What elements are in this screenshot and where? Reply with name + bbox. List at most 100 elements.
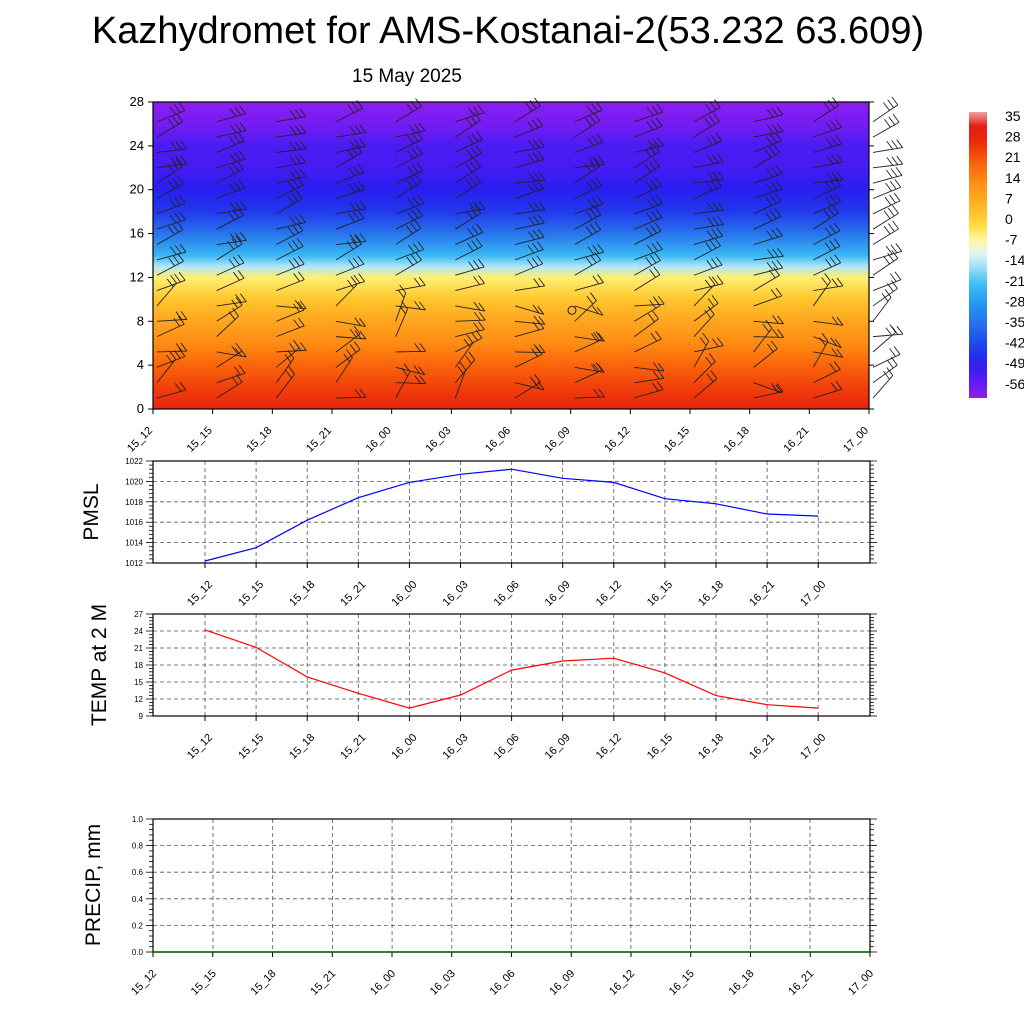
wind-barb-feather [357, 255, 365, 265]
wind-barb-feather [652, 138, 660, 148]
wind-barb-feather [537, 180, 544, 190]
wind-barb-feather [772, 248, 779, 258]
wind-barb-feather [770, 134, 778, 143]
wind-barb-feather [174, 245, 182, 254]
wind-barb-feather [655, 209, 663, 218]
wind-barb-feather [180, 342, 188, 352]
x-tick-label: 17_00 [798, 732, 828, 762]
grid [153, 461, 870, 563]
wind-barb-feather [238, 150, 246, 160]
wind-barb-feather [883, 370, 890, 380]
wind-barb-feather [704, 309, 712, 319]
wind-barb-feather [350, 276, 358, 285]
wind-barb-feather [528, 140, 536, 150]
wind-barb-feather [885, 169, 893, 179]
wind-barb-feather [651, 197, 659, 206]
wind-barb-feather [294, 342, 302, 351]
wind-barb [753, 114, 783, 123]
wind-barb-feather [891, 140, 899, 149]
wind-barb [156, 318, 187, 322]
wind-barb-feather [699, 337, 707, 346]
wind-barb-feather [293, 319, 301, 328]
wind-barb-feather [294, 299, 302, 309]
wind-barb-feather [289, 216, 297, 225]
wind-barb-feather [229, 153, 237, 163]
wind-barb-feather [411, 133, 419, 142]
wind-barb-feather [418, 366, 426, 375]
wind-barb-feather [412, 242, 420, 252]
wind-barb [574, 214, 602, 230]
calm-wind-marker [567, 305, 577, 315]
wind-barb-feather [889, 194, 896, 204]
wind-barb-feather [766, 183, 774, 193]
wind-barb-feather [829, 224, 836, 234]
wind-barb-feather [705, 356, 713, 366]
x-tick-label: 16_03 [441, 579, 471, 609]
wind-barb [455, 319, 486, 322]
wind-barb-feather [294, 109, 302, 118]
wind-barb-feather [591, 197, 599, 206]
x-tick-label: 16_06 [488, 968, 518, 998]
y-axis-label: PRECIP, mm [82, 824, 105, 946]
wind-barb-feather [478, 311, 486, 321]
wind-barb-feather [240, 293, 247, 302]
wind-barb-feather [359, 200, 366, 210]
x-tick-label: 15_18 [249, 968, 279, 998]
wind-barb-feather [598, 155, 605, 165]
wind-barb-feather [765, 319, 773, 329]
wind-barb-feather [174, 213, 182, 222]
wind-barb-feather [707, 155, 714, 165]
wind-barb-feather [178, 195, 186, 204]
wind-barb-feather [655, 177, 662, 187]
wind-barb-feather [354, 233, 362, 243]
wind-barb-feather [528, 202, 536, 212]
x-tick-label: 16_12 [607, 968, 637, 998]
colorbar-label: 35 [1005, 108, 1021, 124]
y-tick-label: 0 [137, 401, 144, 416]
wind-barb-feather [891, 250, 899, 259]
wind-barb-feather [418, 276, 426, 286]
wind-barb-feather [823, 210, 831, 219]
wind-barb-feather [707, 298, 715, 307]
wind-barb-feather [180, 155, 188, 165]
wind-barb-feather [478, 200, 486, 210]
x-tick-label: 16_12 [602, 425, 632, 455]
wind-barb-feather [711, 276, 719, 286]
wind-barb-feather [172, 255, 180, 264]
wind-barb [872, 297, 892, 322]
x-tick-label: 16_21 [747, 732, 777, 762]
wind-barb-feather [289, 126, 297, 135]
wind-barb [753, 131, 784, 138]
wind-barb-feather [532, 182, 540, 191]
wind-barb [455, 208, 486, 215]
wind-barb-feather [776, 106, 784, 116]
wind-barb-feather [585, 211, 593, 220]
y-tick-label: 28 [130, 94, 144, 109]
temperature-field [153, 102, 869, 409]
wind-barb-feather [179, 211, 186, 221]
wind-barb-feather [291, 192, 299, 202]
wind-barb-feather [525, 102, 533, 112]
wind-barb-feather [533, 315, 541, 325]
wind-barb-feather [712, 202, 720, 211]
wind-barb-feather [240, 232, 247, 241]
wind-barb-feather [406, 103, 414, 112]
wind-barb-feather [831, 316, 839, 325]
wind-barb-feather [236, 207, 244, 216]
wind-barb-feather [354, 389, 362, 398]
wind-barb-feather [359, 233, 367, 242]
wind-barb-feather [355, 235, 362, 245]
wind-barb-feather [708, 276, 716, 285]
wind-barb [872, 212, 899, 230]
wind-barb-feather [717, 216, 724, 225]
x-tick-label: 16_15 [645, 579, 675, 609]
wind-barb-feather [176, 221, 184, 230]
colorbar-label: -21 [1005, 273, 1024, 289]
wind-barb-feather [887, 207, 895, 217]
wind-barb-feather [707, 172, 715, 181]
wind-barb-feather [891, 326, 899, 335]
wind-barb [753, 320, 784, 325]
wind-barb-feather [710, 370, 718, 379]
wind-barb-feather [470, 207, 477, 217]
wind-barb-feather [712, 338, 719, 347]
